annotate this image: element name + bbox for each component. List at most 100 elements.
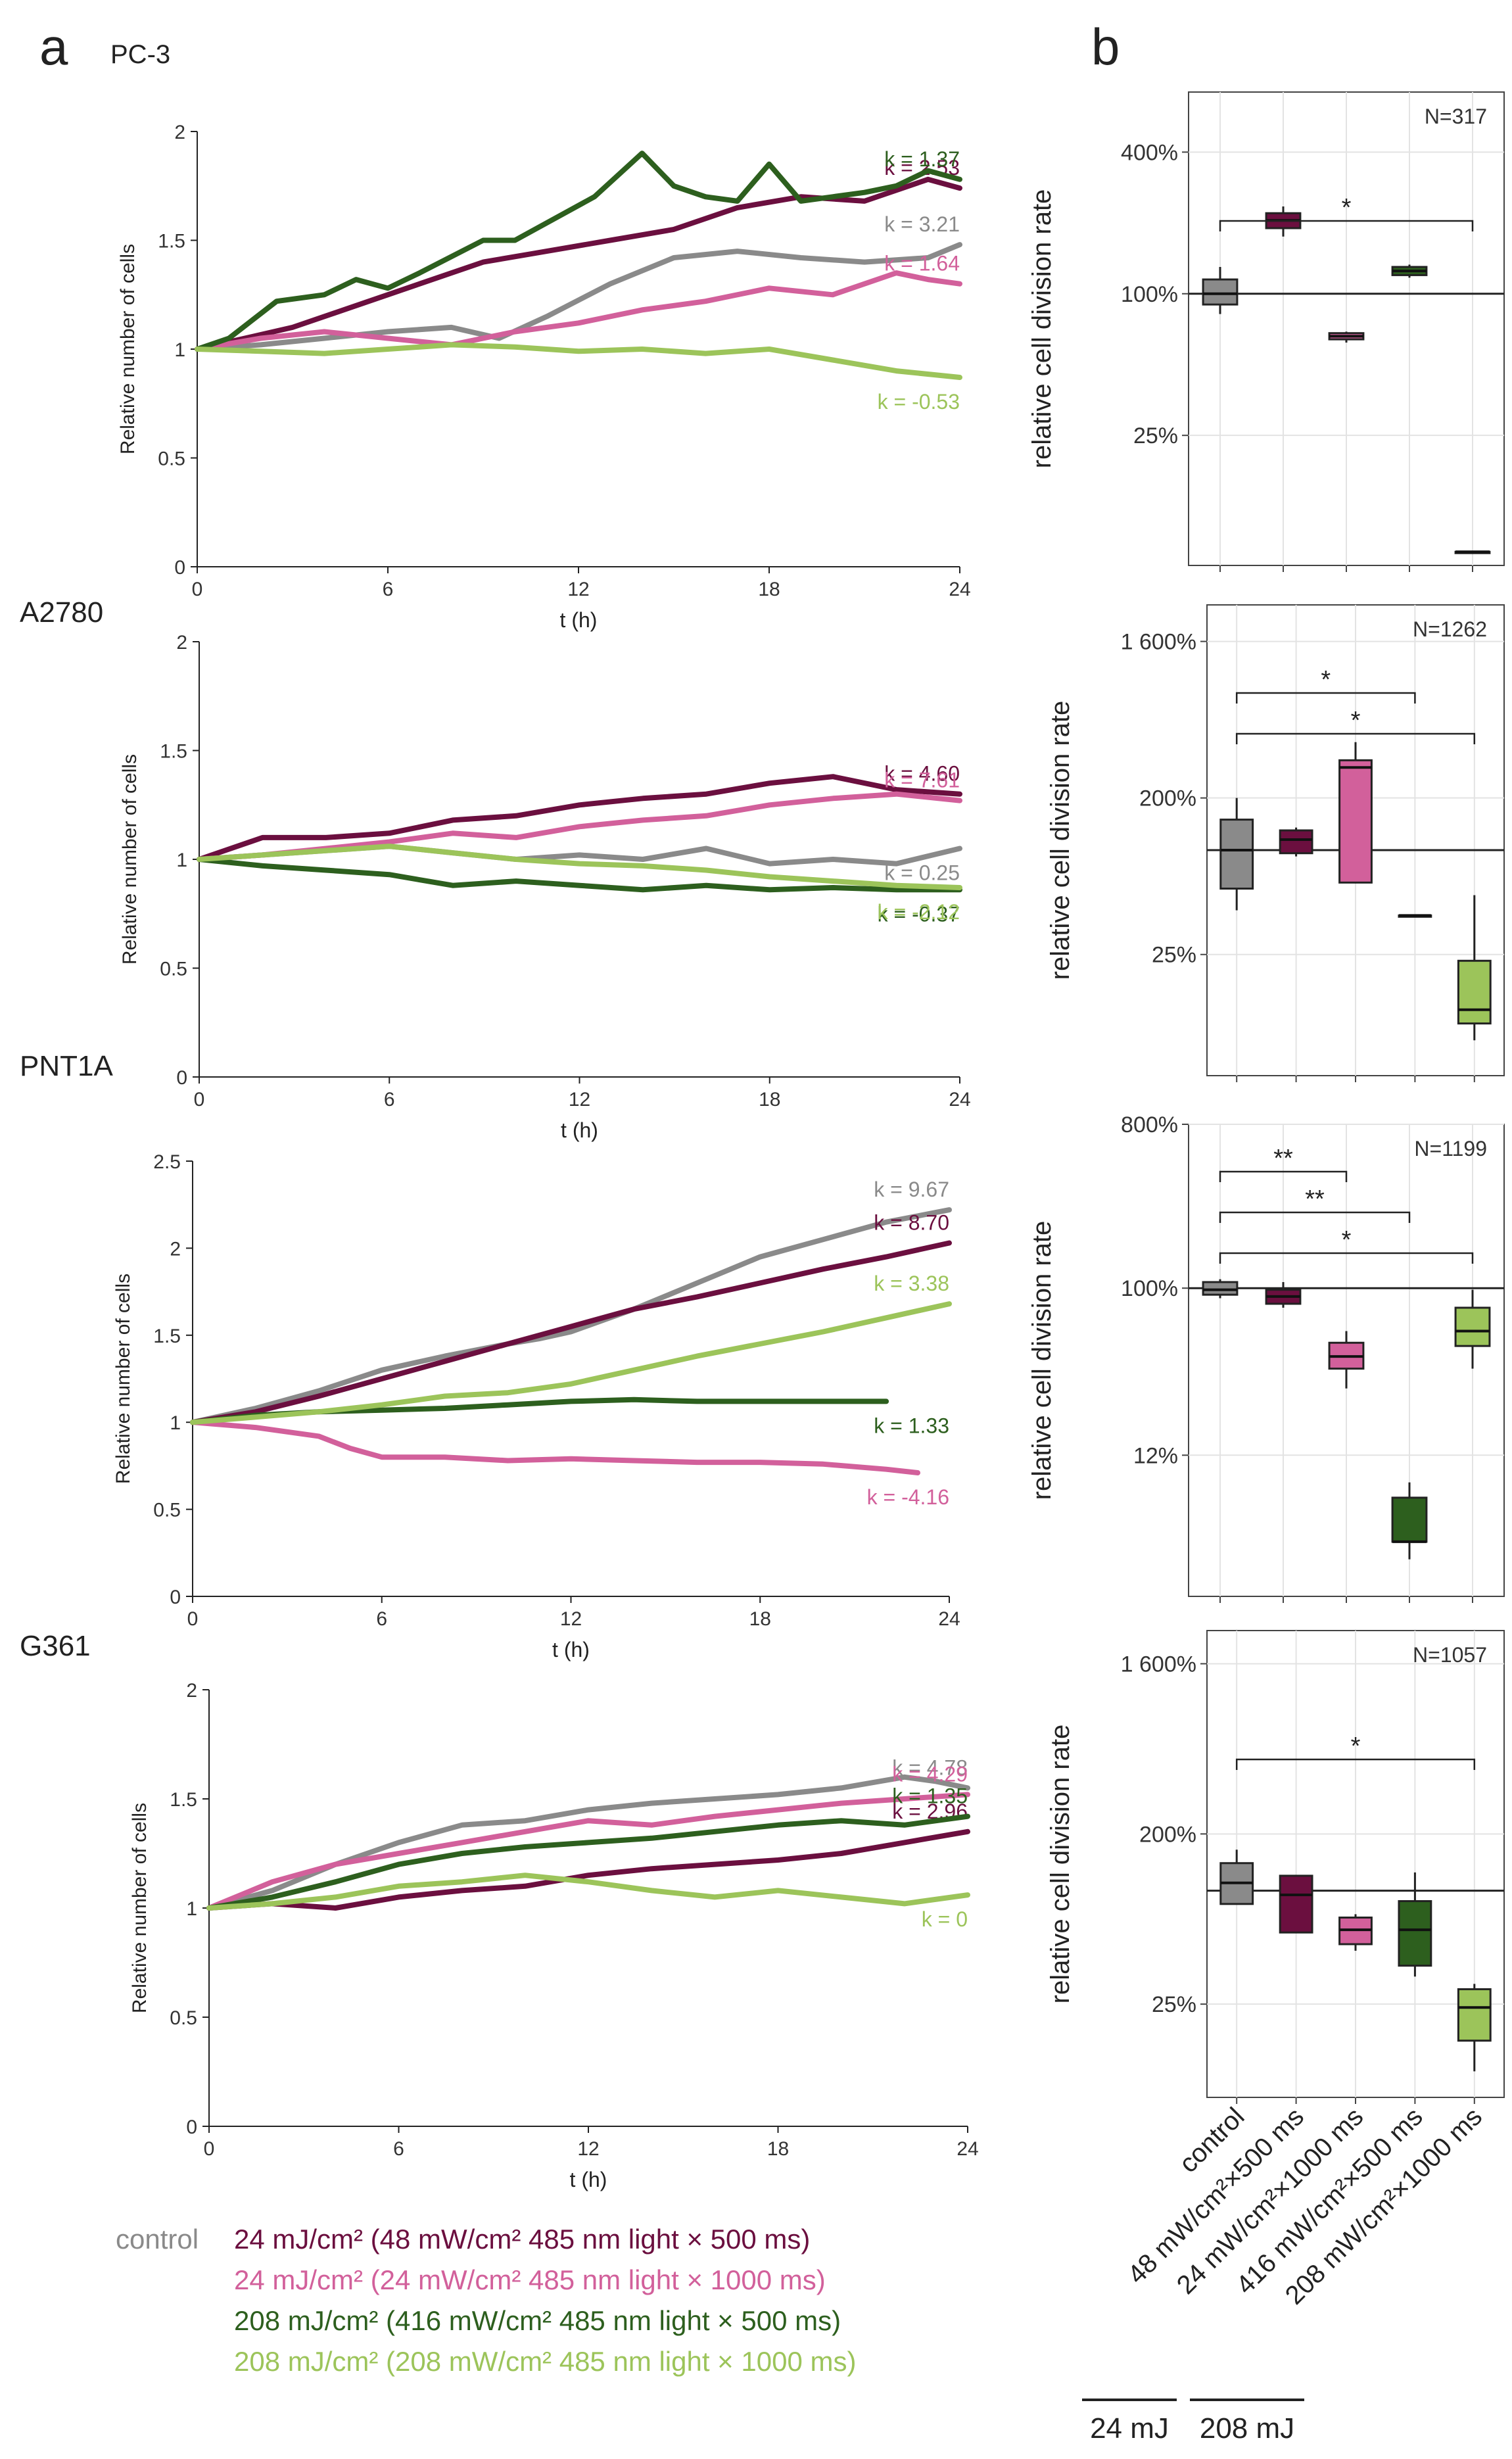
series-line-s24_500 [197, 774, 962, 862]
x-tick-label: 6 [376, 1608, 387, 1630]
y-axis-label: Relative number of cells [112, 1274, 134, 1484]
series-line-s208_500 [195, 151, 962, 352]
series-line-s208_1000 [190, 1301, 952, 1425]
y-axis-label: relative cell division rate [1028, 1221, 1056, 1500]
line-chart-pc-3: PC-3 0 0.5 1 1.5 2 0 6 12 18 24 t (h) Relative numbe… [110, 40, 971, 632]
box-control [1219, 819, 1254, 890]
k-label-s208_1000: k = -0.53 [878, 390, 960, 414]
k-label-s208_500: k = 1.33 [874, 1414, 949, 1437]
significance-label: * [1342, 194, 1352, 222]
y-axis-label: relative cell division rate [1046, 701, 1075, 980]
box-chart-g361: 25% 200% 1 600% * N=1057 relative cell divisi… [1046, 1630, 1505, 2104]
significance-bracket [1219, 220, 1474, 231]
series-line-s24_1000 [206, 1792, 970, 1911]
series-line-s24_500 [195, 176, 962, 352]
box-s208_500 [1398, 1900, 1432, 1967]
series-line-s208_500 [206, 1813, 970, 1911]
y-tick-label: 0 [170, 1587, 181, 1608]
chart-title: A2780 [20, 596, 103, 629]
y-tick-label: 1 600% [1121, 1652, 1196, 1677]
significance-bracket [1235, 732, 1476, 744]
series-line-s208_1000 [206, 1873, 970, 1911]
group-label-24mj: 24 mJ [1090, 2412, 1169, 2445]
k-label-control: k = 3.21 [884, 212, 960, 236]
y-tick-label: 25% [1133, 423, 1178, 448]
y-tick-label: 2 [174, 122, 185, 143]
k-label-s24_500: k = 8.70 [874, 1210, 949, 1234]
legend-entry-control: control [116, 2224, 199, 2255]
k-label-s24_1000: k = 7.61 [884, 769, 960, 792]
k-label-control: k = 4.78 [892, 1755, 968, 1779]
n-label: N=1199 [1414, 1137, 1487, 1160]
box-s208_500 [1391, 1496, 1428, 1543]
y-tick-label: 1.5 [158, 231, 185, 252]
k-label-s208_500: k = -0.37 [878, 902, 960, 926]
box-s24_500 [1279, 829, 1313, 855]
series-line-s24_500 [190, 1240, 952, 1425]
line-chart-a2780: A2780 0 0.5 1 1.5 2 0 6 12 18 24 t (h) Relative numb… [20, 596, 971, 1142]
series-line-s208_500 [197, 857, 962, 893]
significance-label: ** [1273, 1145, 1293, 1172]
box-s208_1000 [1454, 1306, 1491, 1347]
k-label-s24_1000: k = 4.29 [892, 1762, 968, 1786]
y-tick-label: 0.5 [153, 1500, 181, 1521]
k-label-s24_500: k = 4.60 [884, 762, 960, 786]
y-tick-label: 2.5 [153, 1151, 181, 1173]
series-line-s24_500 [206, 1828, 970, 1911]
box-s24_1000 [1338, 759, 1373, 884]
box-s208_1000 [1457, 959, 1492, 1025]
y-tick-label: 1 [186, 1898, 197, 1920]
k-label-s208_500: k = 1.35 [892, 1784, 968, 1808]
x-tick-label: 12 [560, 1608, 582, 1630]
box-charts-panel-b: 25% 100% 400% * N=317 relative cell division … [1028, 91, 1505, 2104]
k-label-s208_1000: k = 0 [922, 1907, 968, 1931]
x-tick-label: 12 [577, 2138, 599, 2160]
k-label-s24_1000: k = -4.16 [867, 1485, 949, 1509]
x-tick-label: 12 [567, 579, 589, 600]
line-chart-g361: G361 0 0.5 1 1.5 2 0 6 12 18 24 t (h) Relative numbe… [20, 1630, 979, 2191]
x-tick-label: 18 [749, 1608, 771, 1630]
series-line-control [190, 1207, 952, 1425]
k-label-s24_1000: k = 1.64 [884, 252, 960, 275]
significance-bracket [1235, 1758, 1476, 1770]
y-tick-label: 1 [174, 339, 185, 361]
x-tick-label: 18 [767, 2138, 789, 2160]
y-tick-label: 25% [1152, 1992, 1196, 2017]
significance-label: * [1351, 707, 1361, 734]
legend: control 24 mJ/cm² (48 mW/cm² 485 nm light… [116, 2224, 856, 2377]
significance-bracket [1219, 1170, 1348, 1182]
x-tick-label: 18 [759, 1089, 780, 1110]
x-tick-label: 0 [204, 2138, 215, 2160]
series-line-s208_1000 [195, 342, 962, 380]
x-axis-label: t (h) [570, 2168, 607, 2191]
chart-title: PNT1A [20, 1050, 113, 1082]
n-label: N=1057 [1413, 1643, 1487, 1667]
x-tick-label: 12 [569, 1089, 590, 1110]
legend-entry-s24_500: 24 mJ/cm² (48 mW/cm² 485 nm light × 500 … [234, 2224, 810, 2255]
y-tick-label: 1.5 [160, 741, 187, 763]
y-axis-label: Relative number of cells [119, 754, 141, 965]
legend-entry-s208_1000: 208 mJ/cm² (208 mW/cm² 485 nm light × 10… [234, 2346, 856, 2377]
k-label-control: k = 9.67 [874, 1178, 949, 1201]
y-tick-label: 1.5 [170, 1789, 197, 1811]
y-tick-label: 0 [176, 1067, 187, 1089]
x-tick-label: 24 [957, 2138, 978, 2160]
k-label-s208_1000: k = -2.12 [878, 900, 960, 924]
x-axis-label: t (h) [561, 1118, 598, 1142]
box-control [1202, 1281, 1239, 1296]
significance-bracket [1219, 1211, 1411, 1223]
y-tick-label: 2 [176, 632, 187, 654]
y-tick-label: 200% [1139, 786, 1196, 811]
x-tick-label: 6 [393, 2138, 404, 2160]
line-chart-pnt1a: PNT1A 0 0.5 1 1.5 2 2.5 0 6 12 18 24 t (h) Relative n… [20, 1050, 960, 1661]
y-tick-label: 1 [170, 1412, 181, 1434]
x-tick-label: 18 [758, 579, 780, 600]
legend-entry-s208_500: 208 mJ/cm² (416 mW/cm² 485 nm light × 50… [234, 2305, 841, 2336]
series-line-control [195, 242, 962, 352]
x-tick-label: 24 [949, 1089, 970, 1110]
series-line-s24_1000 [190, 1420, 920, 1475]
panel-a-label: a [39, 18, 68, 76]
x-axis-label: t (h) [552, 1638, 590, 1661]
